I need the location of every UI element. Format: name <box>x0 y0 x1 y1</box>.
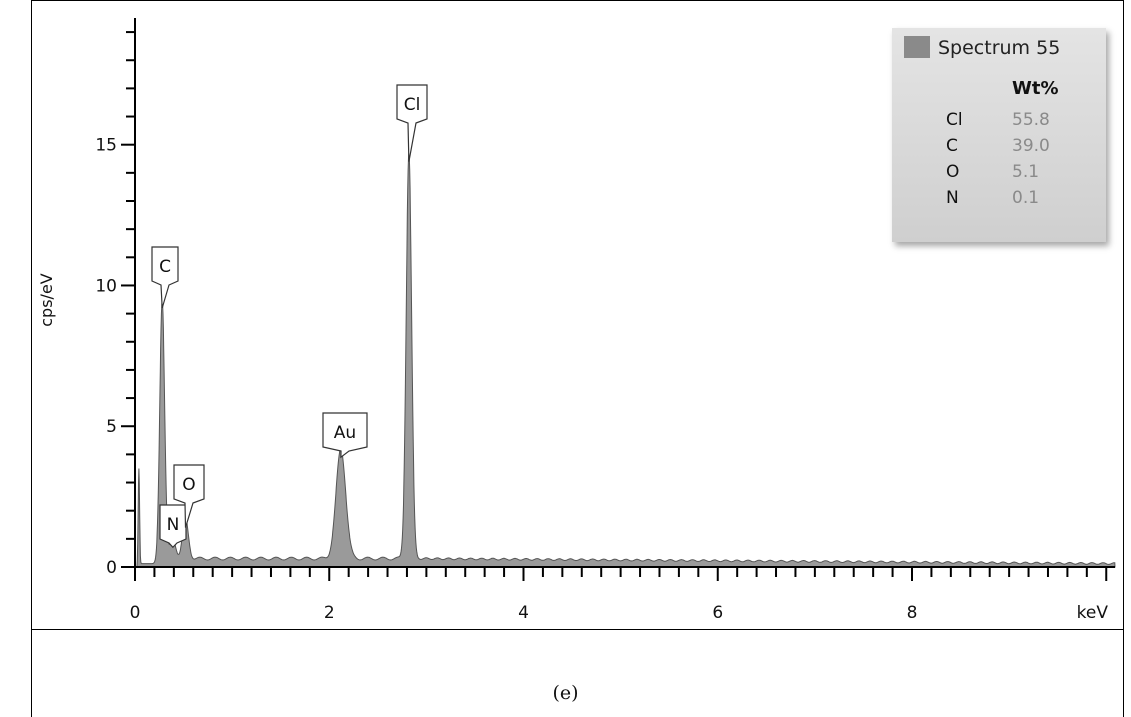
legend-row: O 5.1 <box>892 162 1106 188</box>
y-axis-title: cps/eV <box>37 273 56 327</box>
peak-label-text: Au <box>334 423 356 443</box>
legend-row: C 39.0 <box>892 136 1106 162</box>
x-axis-unit-label: keV <box>1077 603 1109 623</box>
legend-row: N 0.1 <box>892 188 1106 214</box>
legend-column-header: Wt% <box>1012 78 1059 99</box>
legend-value: 55.8 <box>1012 110 1050 130</box>
spectrum-legend: Spectrum 55 Wt% Cl 55.8 C 39.0 O 5.1 N 0… <box>892 28 1106 242</box>
legend-value: 0.1 <box>1012 188 1040 208</box>
peak-label-text: C <box>159 257 171 277</box>
x-tick-label: 2 <box>324 603 335 623</box>
legend-element: O <box>946 162 960 182</box>
x-tick-label: 0 <box>130 603 141 623</box>
plot-border <box>31 0 1124 630</box>
peak-label-layer: NO C Au Cl <box>151 84 428 549</box>
peak-label-box <box>396 84 428 162</box>
legend-element: C <box>946 136 958 156</box>
peak-label-n: N <box>159 504 187 549</box>
spectrum-area <box>135 153 1116 568</box>
legend-value: 5.1 <box>1012 162 1040 182</box>
x-tick-label: 4 <box>518 603 529 623</box>
legend-element: N <box>946 188 959 208</box>
legend-swatch <box>904 36 930 58</box>
y-tick-label: 10 <box>95 276 117 296</box>
peak-label-text: Cl <box>404 95 421 115</box>
peak-label-c: C <box>151 246 179 309</box>
axis-layer: 0 5 10 15 0 2 4 6 8 <box>95 18 1115 623</box>
peak-label-cl: Cl <box>396 84 428 162</box>
peak-label-box <box>151 246 179 309</box>
peak-label-o: O <box>173 464 205 528</box>
y-tick-label: 15 <box>95 136 117 156</box>
peak-label-text: N <box>167 515 180 535</box>
legend-value: 39.0 <box>1012 136 1050 156</box>
legend-row: Cl 55.8 <box>892 110 1106 136</box>
y-tick-label: 0 <box>106 558 117 578</box>
x-tick-label: 8 <box>907 603 918 623</box>
peak-label-box <box>173 464 205 528</box>
legend-element: Cl <box>946 110 963 130</box>
peak-label-au: Au <box>322 412 368 459</box>
spectrum-area-layer <box>135 153 1116 568</box>
figure-caption: (e) <box>552 682 579 704</box>
legend-title: Spectrum 55 <box>938 37 1061 59</box>
peak-label-text: O <box>182 475 195 495</box>
peak-label-box <box>322 412 368 459</box>
x-tick-label: 6 <box>712 603 723 623</box>
y-tick-label: 5 <box>106 417 117 437</box>
